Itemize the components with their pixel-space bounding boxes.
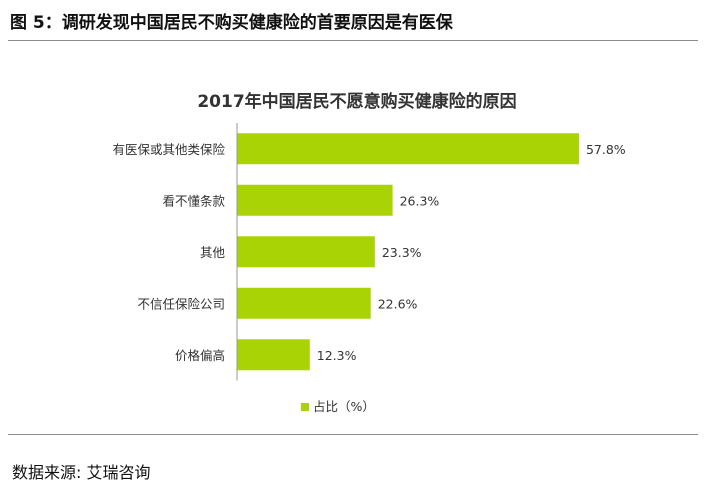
- category-label: 不信任保险公司: [137, 296, 225, 311]
- bar: [237, 287, 371, 319]
- legend-swatch: [301, 403, 309, 411]
- bar: [237, 339, 310, 371]
- legend-label: 占比（%）: [313, 399, 375, 414]
- bar: [237, 133, 579, 165]
- category-label: 其他: [200, 245, 226, 260]
- data-label: 22.6%: [378, 296, 418, 311]
- category-label: 有医保或其他类保险: [112, 142, 225, 157]
- bottom-divider: [8, 434, 698, 435]
- figure-title: 图 5：调研发现中国居民不购买健康险的首要原因是有医保: [10, 13, 453, 33]
- data-label: 26.3%: [400, 193, 440, 208]
- data-label: 12.3%: [317, 348, 357, 363]
- top-divider: [8, 40, 698, 41]
- chart-title: 2017年中国居民不愿意购买健康险的原因: [197, 92, 517, 112]
- bar: [237, 184, 393, 216]
- bar: [237, 236, 375, 268]
- category-label: 看不懂条款: [162, 193, 225, 208]
- source-note: 数据来源: 艾瑞咨询: [12, 463, 151, 482]
- data-label: 23.3%: [382, 245, 422, 260]
- category-label: 价格偏高: [175, 348, 225, 363]
- data-label: 57.8%: [586, 142, 626, 157]
